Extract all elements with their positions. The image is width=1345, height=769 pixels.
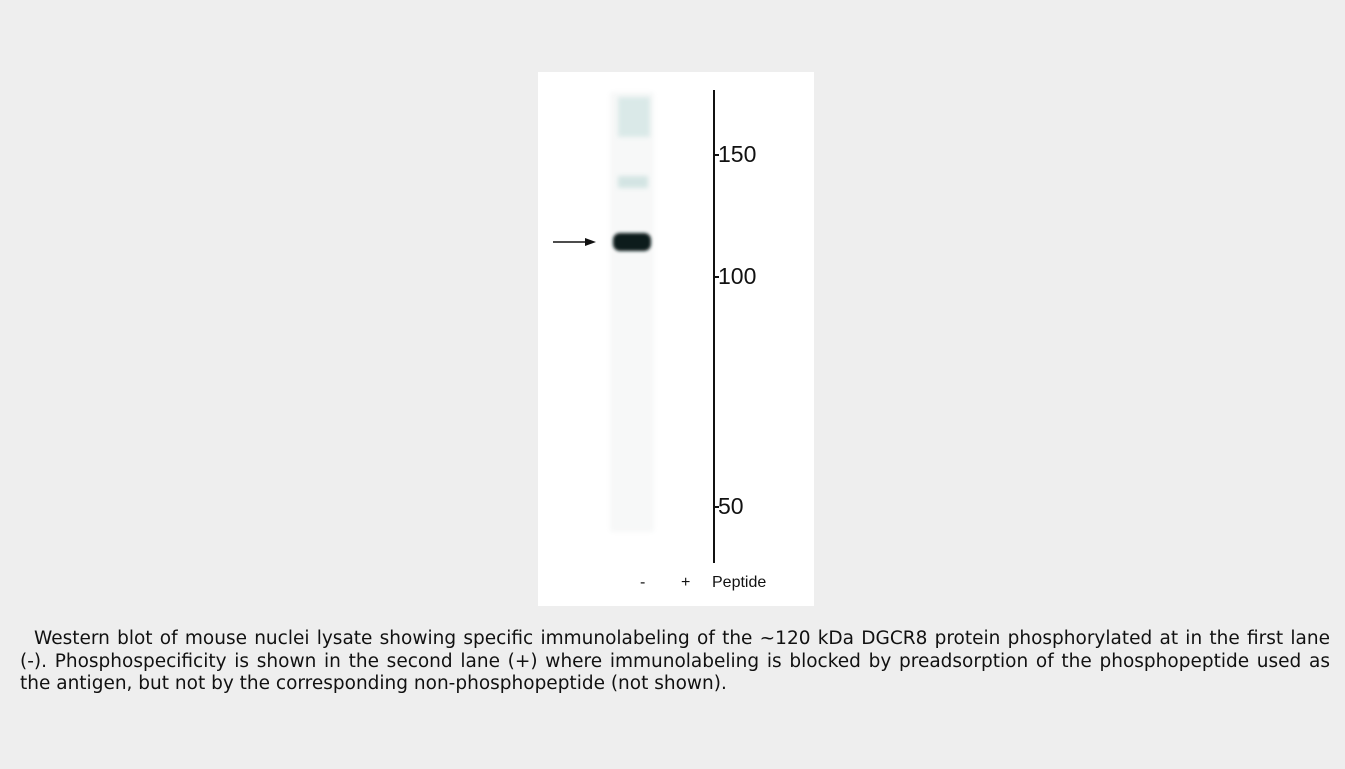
faint-band [618, 176, 648, 188]
faint-band [618, 97, 650, 137]
marker-label: 50 [718, 493, 744, 519]
lane-smear [610, 92, 654, 532]
lane-label: - [640, 574, 645, 591]
lane-caption: Peptide [712, 574, 766, 591]
marker-label: 100 [718, 263, 756, 289]
caption: Western blot of mouse nuclei lysate show… [20, 628, 1330, 696]
lane-label: + [681, 574, 690, 591]
marker-label: 150 [718, 141, 756, 167]
main-band [613, 233, 651, 251]
body: 150 100 50 - + Peptide Western blot of m… [0, 0, 1345, 769]
blot-image: 150 100 50 - + Peptide [538, 72, 814, 606]
page: Western blot {"figure": {"markers": ["15… [0, 0, 1345, 769]
blot-background [538, 72, 814, 606]
